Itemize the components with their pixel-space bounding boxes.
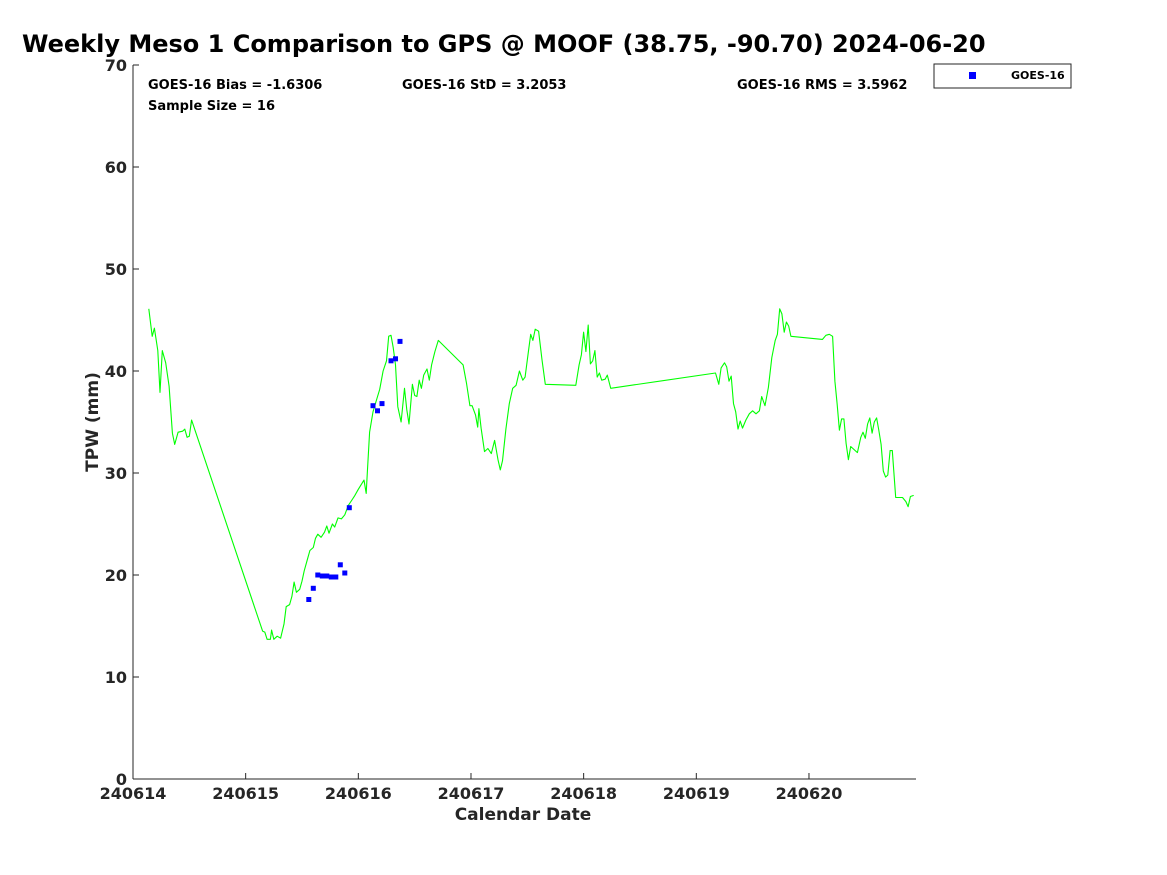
goes-16-point [397, 338, 403, 344]
x-tick-label: 240619 [663, 784, 730, 803]
goes-16-point [315, 572, 321, 578]
goes-16-point [324, 573, 330, 579]
y-tick-label: 0 [116, 770, 127, 789]
goes-16-point [319, 573, 325, 579]
plot-area: 0 10 20 30 40 50 60 70 240614 240615 240616 240617 2… [100, 56, 916, 803]
y-tick-label: 70 [105, 56, 127, 75]
x-tick-label: 240618 [550, 784, 617, 803]
legend-box [933, 63, 1072, 89]
y-tick-label: 10 [105, 668, 127, 687]
bias-stat: GOES-16 Bias = -1.6306 [148, 78, 322, 93]
y-tick-label: 60 [105, 158, 127, 177]
axes-layer: 0 10 20 30 40 50 60 70 240614 240615 240616 240617 2… [100, 56, 916, 803]
goes-16-point [375, 408, 380, 414]
goes-16-point [328, 574, 334, 580]
x-tick-label: 240616 [325, 784, 392, 803]
goes-16-point [310, 585, 316, 591]
x-tick-label: 240617 [438, 784, 505, 803]
gps-tpw-line [148, 308, 914, 640]
legend-label: GOES-16 [1011, 69, 1065, 82]
y-tick-label: 30 [105, 464, 127, 483]
series-layer [148, 308, 914, 640]
goes-16-point [346, 505, 352, 511]
x-axis-label: Calendar Date [455, 805, 592, 825]
x-tick-label: 240620 [776, 784, 843, 803]
sample-size-stat: Sample Size = 16 [148, 99, 275, 114]
x-tick-label: 240615 [212, 784, 279, 803]
y-axis-label: TPW (mm) [83, 372, 103, 472]
chart-title: Weekly Meso 1 Comparison to GPS @ MOOF (… [22, 30, 986, 58]
goes-16-point [337, 562, 343, 568]
rms-stat: GOES-16 RMS = 3.5962 [737, 78, 907, 93]
goes-16-point [342, 570, 348, 576]
legend: GOES-16 [933, 63, 1072, 89]
goes-16-point [306, 597, 312, 602]
goes-16-point [388, 358, 394, 364]
y-tick-label: 50 [105, 260, 127, 279]
legend-marker [969, 72, 976, 79]
goes-16-point [393, 356, 398, 362]
goes-16-point [379, 401, 385, 407]
std-stat: GOES-16 StD = 3.2053 [402, 78, 566, 93]
goes-16-point [333, 574, 339, 580]
y-tick-label: 20 [105, 566, 127, 585]
goes-16-point [370, 403, 376, 409]
x-tick-label: 240614 [100, 784, 167, 803]
y-tick-label: 40 [105, 362, 127, 381]
